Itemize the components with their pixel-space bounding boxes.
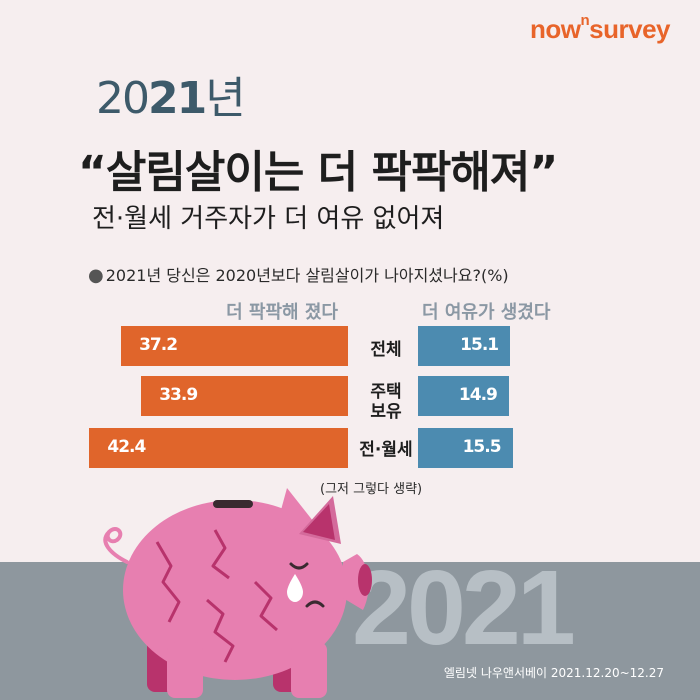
headline: “살림살이는 더 팍팍해져” — [78, 147, 558, 198]
pig-body — [123, 500, 347, 680]
background-year: 2021 — [352, 549, 576, 667]
value-better-renter: 15.5 — [462, 437, 502, 457]
pig-mouth — [305, 600, 325, 608]
bar-worse-renter: 42.4 — [89, 428, 348, 468]
crack-4 — [253, 580, 278, 632]
bar-better-owner: 14.9 — [418, 376, 509, 416]
year-part-1: 20 — [96, 73, 150, 124]
legend-better: 더 여유가 생겼다 — [422, 302, 551, 323]
subheadline: 전·월세 거주자가 더 여유 없어져 — [92, 204, 445, 234]
chart-note: (그저 그렇다 생략) — [320, 482, 423, 497]
pig-ear-left — [275, 488, 317, 532]
year-part-3: 년 — [205, 73, 246, 124]
value-worse-renter: 42.4 — [107, 437, 146, 457]
crack-2 — [211, 529, 230, 580]
bar-worse-total: 37.2 — [121, 326, 348, 366]
tear-drop — [287, 574, 303, 602]
category-owner-line-2: 보유 — [370, 402, 402, 422]
category-total: 전체 — [370, 340, 402, 360]
brand-part-1: now — [529, 14, 581, 44]
legend-worse: 더 팍팍해 졌다 — [226, 302, 338, 323]
pig-leg-front-left — [167, 642, 203, 698]
year-part-2: 21 — [148, 73, 207, 124]
bar-worse-owner: 33.9 — [141, 376, 348, 416]
value-better-total: 15.1 — [460, 335, 499, 355]
pig-tail — [103, 527, 129, 564]
pig-leg-front-right — [291, 642, 327, 698]
category-owner: 주택 보유 — [357, 382, 415, 422]
value-worse-total: 37.2 — [139, 335, 178, 355]
category-owner-line-1: 주택 — [370, 382, 402, 402]
value-better-owner: 14.9 — [458, 385, 498, 405]
brand-part-3: survey — [589, 14, 670, 44]
value-worse-owner: 33.9 — [159, 385, 198, 405]
coin-slot — [213, 500, 253, 508]
crack-1 — [155, 541, 181, 623]
year-heading: 2021년 — [96, 62, 246, 126]
bar-better-renter: 15.5 — [418, 428, 513, 468]
brand-part-2: n — [580, 12, 590, 29]
question-text: 2021년 당신은 2020년보다 살림살이가 나아지셨나요?(%) — [105, 266, 509, 285]
category-renter: 전·월세 — [359, 440, 413, 460]
pig-ear-inner — [303, 504, 335, 540]
footer-source: 엘림넷 나우앤서베이 2021.12.20~12.27 — [443, 666, 664, 680]
question: ● 2021년 당신은 2020년보다 살림살이가 나아지셨나요?(%) — [88, 262, 509, 286]
crack-3 — [206, 598, 235, 663]
piggy-bank-illustration — [103, 488, 372, 698]
pig-eye — [289, 562, 309, 570]
pig-nostril — [358, 564, 372, 596]
bar-better-total: 15.1 — [418, 326, 511, 366]
brand-logo: nownsurvey — [529, 12, 671, 45]
bullet-icon: ● — [88, 265, 104, 286]
